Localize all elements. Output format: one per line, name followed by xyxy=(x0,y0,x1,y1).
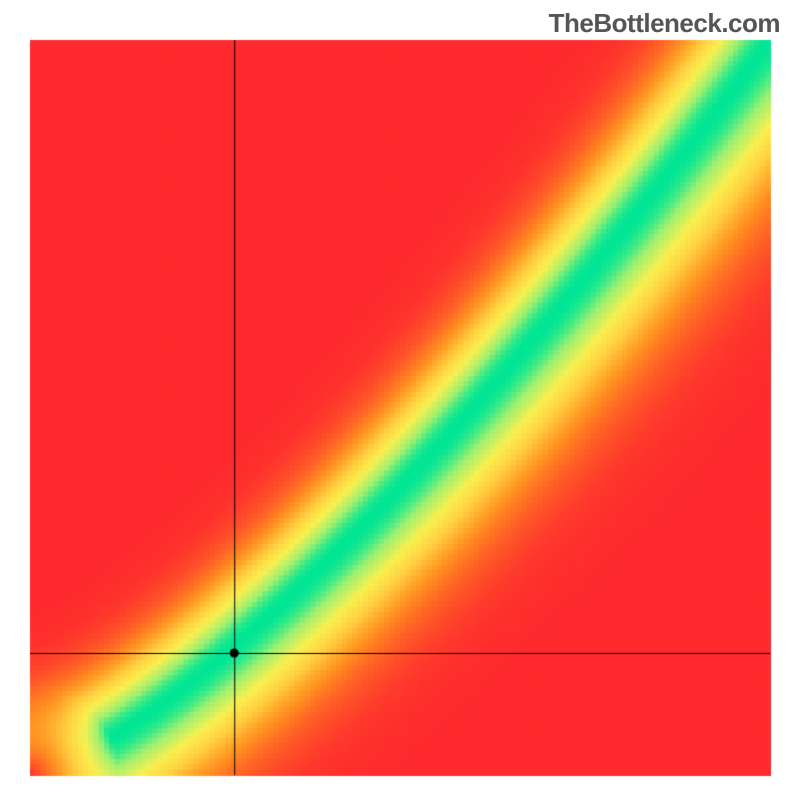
bottleneck-heatmap xyxy=(0,0,800,800)
watermark: TheBottleneck.com xyxy=(549,8,780,39)
